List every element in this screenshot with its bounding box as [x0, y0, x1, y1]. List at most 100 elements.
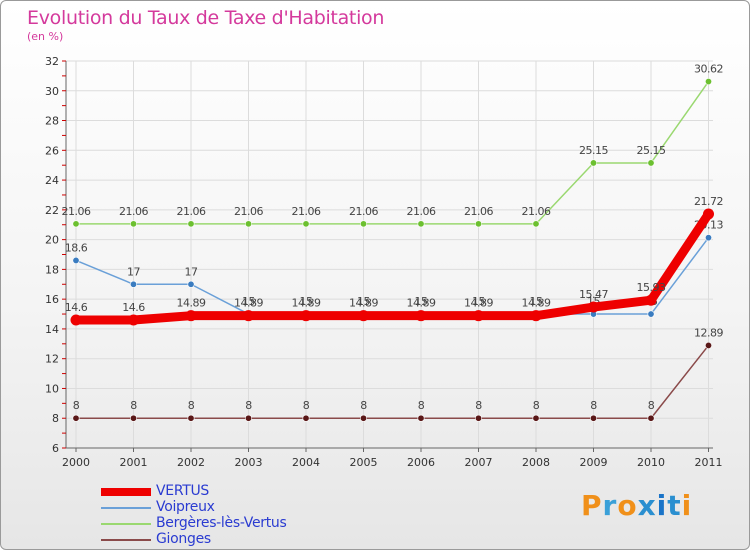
y-tick-label: 16: [45, 293, 59, 306]
data-label: 14.89: [407, 297, 436, 310]
x-tick-label: 2008: [522, 456, 550, 469]
data-label: 14.89: [349, 297, 378, 310]
data-label: 18.6: [65, 241, 88, 254]
data-label: 15: [415, 295, 428, 308]
data-point: [647, 310, 655, 318]
legend-swatch: [101, 539, 151, 541]
data-point: [187, 414, 195, 422]
data-point: [302, 414, 310, 422]
data-label: 17: [127, 265, 140, 278]
data-point: [359, 414, 367, 422]
data-point: [473, 310, 484, 322]
data-label: 15.93: [637, 281, 666, 294]
y-tick-label: 18: [45, 263, 59, 276]
legend-swatch: [101, 523, 151, 525]
data-point: [245, 220, 253, 228]
x-tick-label: 2011: [695, 456, 723, 469]
data-point: [647, 414, 655, 422]
data-point: [532, 220, 540, 228]
data-point: [130, 220, 138, 228]
data-label: 8: [303, 399, 310, 412]
x-tick-label: 2004: [292, 456, 320, 469]
data-label: 21.06: [464, 205, 493, 218]
data-label: 15: [300, 295, 313, 308]
data-label: 21.06: [292, 205, 321, 218]
data-point: [704, 234, 712, 242]
legend-swatch: [101, 507, 151, 509]
data-point: [187, 280, 195, 288]
data-point: [245, 414, 253, 422]
x-tick-label: 2010: [637, 456, 665, 469]
x-tick-label: 2002: [177, 456, 205, 469]
data-label: 14.89: [177, 297, 206, 310]
data-label: 8: [360, 399, 367, 412]
data-label: 21.06: [62, 205, 91, 218]
logo-letter: o: [617, 489, 638, 522]
data-point: [130, 280, 138, 288]
data-point: [474, 220, 482, 228]
data-label: 8: [533, 399, 540, 412]
data-point: [128, 314, 139, 326]
y-tick-label: 24: [45, 174, 59, 187]
data-label: 8: [648, 399, 655, 412]
data-point: [645, 294, 657, 306]
data-point: [70, 314, 82, 326]
x-tick-label: 2000: [62, 456, 90, 469]
data-label: 14.89: [234, 297, 263, 310]
y-tick-label: 14: [45, 323, 59, 336]
y-tick-label: 8: [52, 412, 59, 425]
logo-letter: t: [667, 489, 682, 522]
data-point: [72, 220, 80, 228]
y-tick-label: 6: [52, 442, 59, 455]
data-label: 15: [357, 295, 370, 308]
data-point: [72, 414, 80, 422]
data-label: 30.62: [694, 63, 723, 76]
x-tick-label: 2009: [580, 456, 608, 469]
y-tick-label: 10: [45, 382, 59, 395]
y-tick-label: 30: [45, 85, 59, 98]
data-point: [417, 414, 425, 422]
data-point: [72, 256, 80, 264]
data-label: 8: [188, 399, 195, 412]
data-point: [185, 310, 197, 322]
data-label: 15: [530, 295, 543, 308]
series-line-gionges: [75, 344, 710, 419]
data-point: [532, 414, 540, 422]
x-tick-label: 2005: [350, 456, 378, 469]
y-tick-label: 28: [45, 115, 59, 128]
data-label: 14.89: [464, 297, 493, 310]
data-point: [530, 310, 542, 322]
data-label: 21.06: [119, 205, 148, 218]
series-line-vertus: [71, 209, 713, 325]
data-label: 21.72: [694, 195, 723, 208]
y-tick-label: 22: [45, 204, 59, 217]
data-label: 8: [590, 399, 597, 412]
data-point: [588, 301, 599, 313]
data-label: 14.6: [122, 301, 145, 314]
data-point: [359, 220, 367, 228]
legend-label: Bergères-lès-Vertus: [156, 515, 287, 531]
logo-letter: i: [656, 489, 668, 522]
y-tick-label: 26: [45, 144, 59, 157]
unit-label: (en %): [27, 30, 64, 43]
data-point: [704, 78, 712, 86]
legend-swatch: [101, 488, 151, 496]
data-point: [358, 310, 369, 322]
data-label: 15: [242, 295, 255, 308]
data-point: [300, 310, 312, 322]
x-tick-label: 2007: [465, 456, 493, 469]
data-point: [589, 414, 597, 422]
y-tick-label: 32: [45, 55, 59, 68]
logo-letter: r: [602, 489, 618, 522]
legend-label: Gionges: [156, 531, 211, 547]
data-point: [703, 208, 714, 220]
logo-letter: x: [637, 489, 657, 522]
data-label: 17: [185, 265, 198, 278]
data-label: 8: [475, 399, 482, 412]
data-label: 21.06: [177, 205, 206, 218]
x-tick-label: 2003: [235, 456, 263, 469]
data-label: 21.06: [407, 205, 436, 218]
data-label: 8: [245, 399, 252, 412]
data-point: [647, 159, 655, 167]
